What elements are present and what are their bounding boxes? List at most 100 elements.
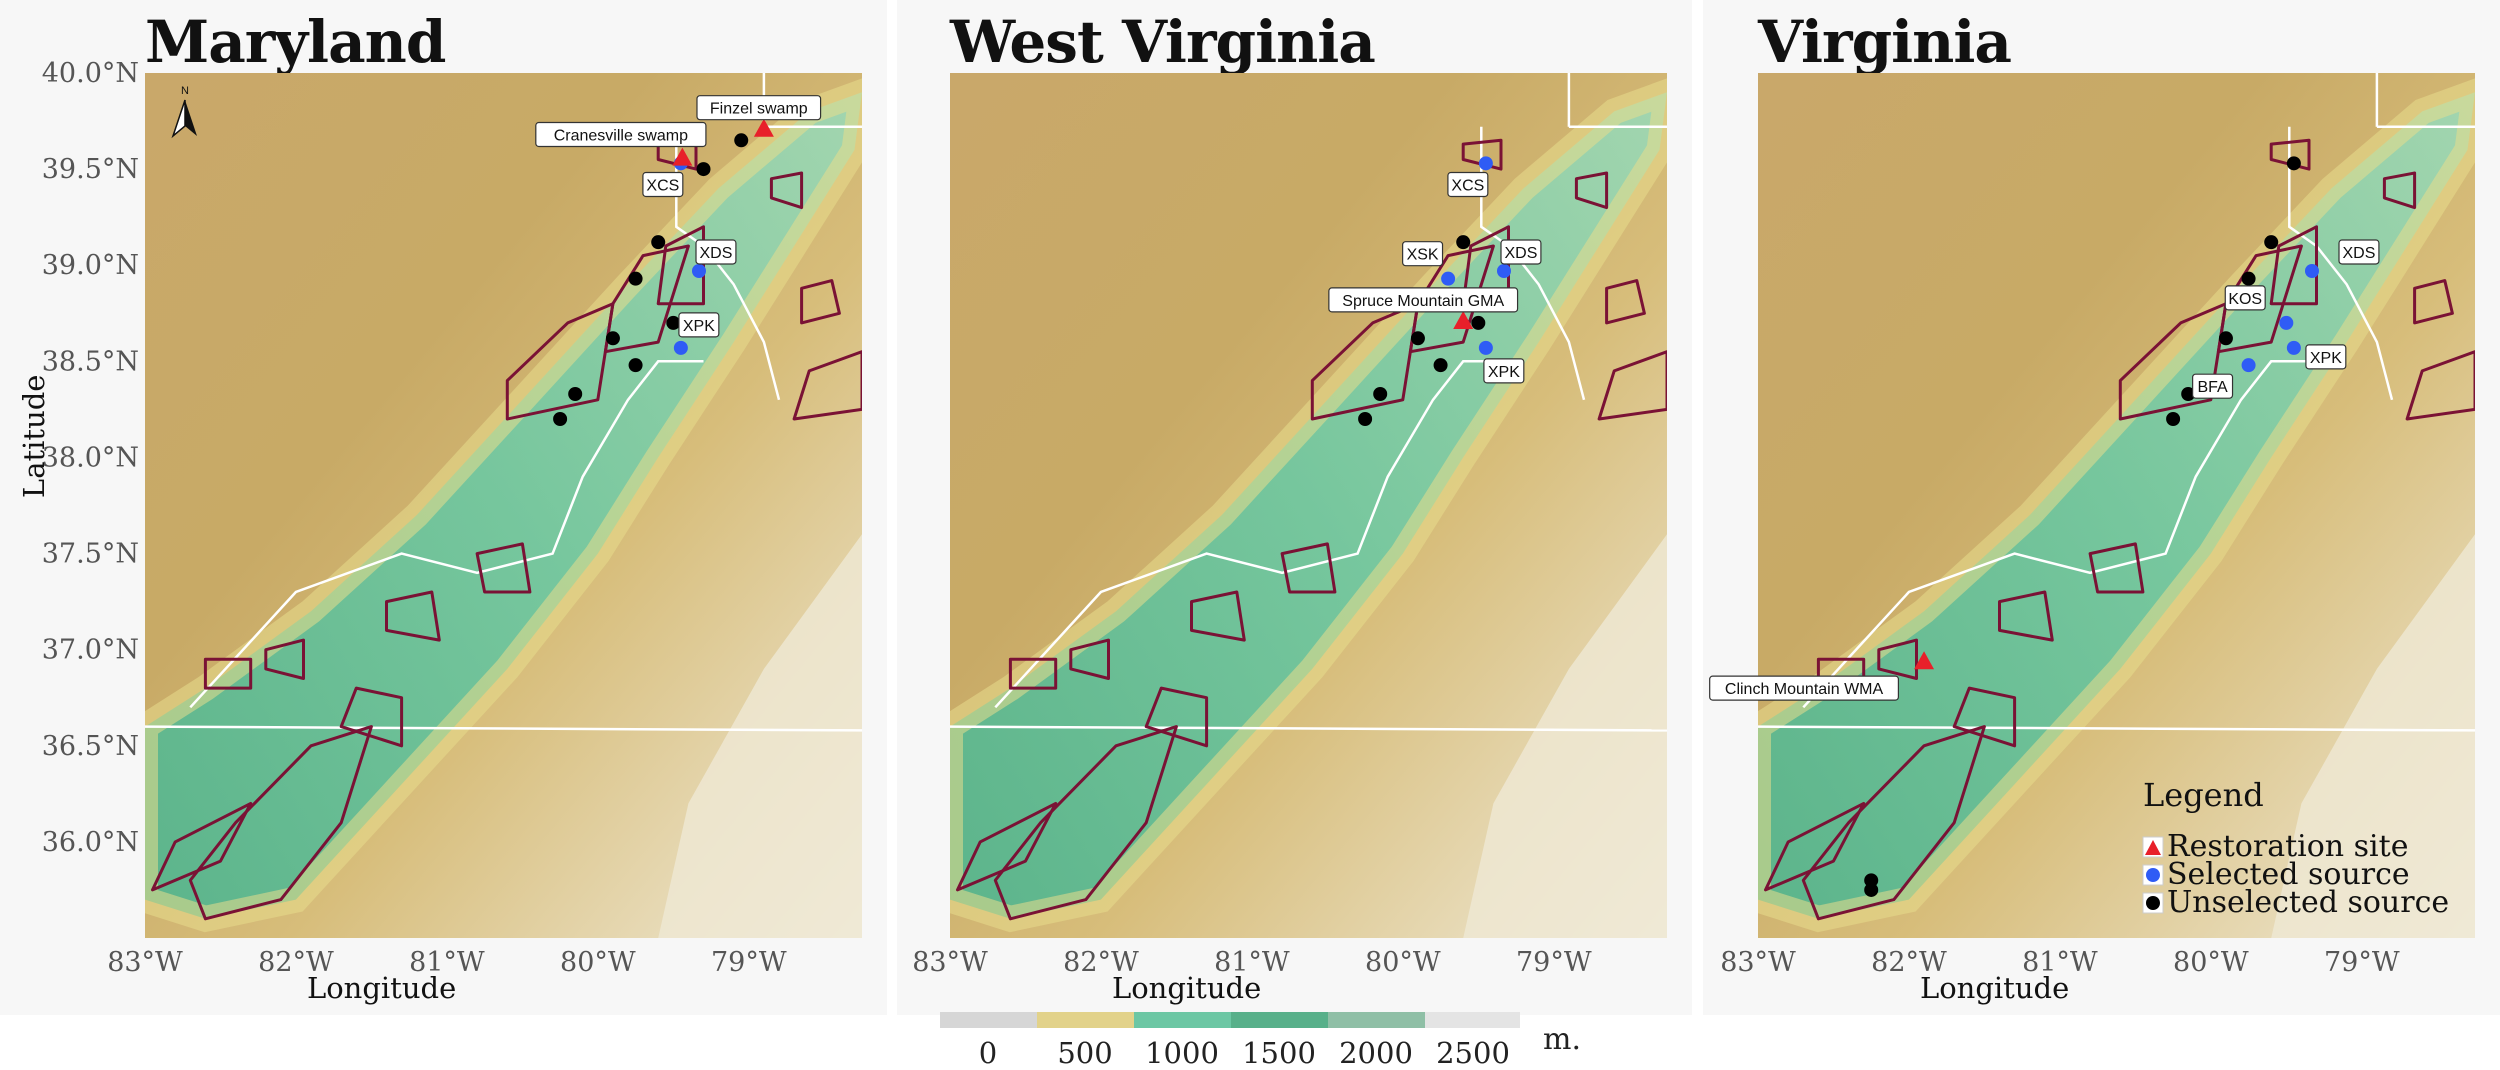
range-outline	[2413, 279, 2454, 325]
svg-text:XPK: XPK	[683, 318, 715, 335]
colorbar-segment	[940, 1012, 1037, 1028]
range-outline	[203, 657, 253, 690]
highland-area	[145, 92, 862, 919]
unselected-source-point	[734, 133, 749, 148]
restoration-site-marker	[1453, 310, 1474, 329]
x-tick-label: 79°W	[2324, 947, 2400, 978]
unselected-source-point	[605, 331, 620, 346]
colorbar-segment	[1328, 1012, 1425, 1028]
colorbar-tick-label: 2500	[1436, 1036, 1510, 1070]
legend-title: Legend	[2143, 776, 2264, 814]
range-outline	[1144, 686, 1209, 748]
range-outline	[1605, 279, 1646, 325]
restoration-site-marker	[1914, 651, 1935, 670]
range-outline	[1008, 657, 1058, 690]
selected-source-point	[691, 263, 706, 278]
range-outline	[1764, 801, 1866, 892]
range-outline	[339, 686, 404, 748]
range-outline	[151, 801, 253, 892]
range-outline	[1998, 590, 2054, 642]
unselected-source-point	[2264, 235, 2279, 250]
lowland-area	[2271, 534, 2475, 938]
range-outline	[1574, 171, 1609, 210]
svg-text:Finzel swamp: Finzel swamp	[710, 101, 808, 118]
selected-source-point	[673, 340, 688, 355]
piedmont-fringe	[950, 78, 1667, 933]
range-outline	[2088, 542, 2145, 594]
range-outline	[2269, 225, 2318, 306]
legend-unselected-marker	[2146, 896, 2160, 910]
site-label: XCS	[1447, 171, 1489, 198]
range-outline	[2118, 302, 2228, 421]
legend-selected-marker	[2146, 868, 2160, 882]
unselected-source-point	[2286, 156, 2301, 171]
range-outline	[1877, 638, 1918, 680]
state-border	[1480, 126, 1586, 401]
colorbar-tick-label: 1500	[1242, 1036, 1316, 1070]
unselected-source-point	[696, 162, 711, 177]
piedmont-fringe	[1758, 78, 2475, 933]
unselected-source-point	[628, 271, 643, 286]
unselected-source-point	[2241, 271, 2256, 286]
unselected-source-point	[1410, 331, 1425, 346]
svg-text:XDS: XDS	[1505, 245, 1538, 262]
unselected-source-point	[553, 412, 568, 426]
svg-text:XCS: XCS	[646, 178, 679, 195]
range-outline	[2405, 350, 2475, 421]
elevation-colorbar: 0 500 1000 1500 2000 2500	[940, 1012, 1520, 1070]
map-wv: XCS XSK XDS Spruce Mountain GMA XPK 83°W 82°W 8…	[912, 73, 1667, 1005]
restoration-site-marker	[672, 147, 693, 166]
lowland-area	[1463, 534, 1667, 938]
unselected-source-point	[1471, 315, 1486, 330]
unselected-source-point	[666, 315, 681, 330]
y-axis-label: Latitude	[17, 375, 51, 499]
colorbar-segment	[1037, 1012, 1134, 1028]
colorbar-unit: m.	[1543, 1022, 1581, 1057]
range-outline	[1280, 542, 1337, 594]
svg-text:XSK: XSK	[1407, 247, 1439, 264]
range-outline	[792, 350, 862, 421]
state-border	[1802, 360, 2317, 709]
site-label: Cranesville swamp	[535, 121, 707, 148]
range-outline	[2382, 171, 2417, 210]
svg-text:BFA: BFA	[2197, 379, 2228, 396]
legend-item-label: Unselected source	[2167, 885, 2449, 920]
y-tick-label: 37.5°N	[42, 539, 139, 570]
x-tick-label: 79°W	[1516, 947, 1592, 978]
unselected-source-point	[1864, 873, 1879, 888]
selected-source-point	[2304, 263, 2319, 278]
unselected-source-point	[2218, 331, 2233, 346]
y-tick-label: 39.0°N	[42, 250, 139, 281]
colorbar-tick-label: 1000	[1145, 1036, 1219, 1070]
range-outline	[800, 279, 841, 325]
svg-text:Clinch Mountain WMA: Clinch Mountain WMA	[1725, 681, 1884, 698]
site-label: XSK	[1402, 241, 1444, 267]
range-outline	[264, 638, 305, 680]
y-tick-label: 40.0°N	[42, 58, 139, 89]
svg-text:KOS: KOS	[2228, 291, 2262, 308]
colorbar-tick-label: 0	[978, 1036, 998, 1070]
site-label: XDS	[2338, 239, 2380, 265]
site-label: XPK	[2305, 344, 2347, 370]
colorbar-segment	[1425, 1012, 1520, 1028]
state-border	[145, 725, 862, 732]
site-label: XCS	[642, 171, 684, 198]
range-outline	[1597, 350, 1667, 421]
y-tick-label: 38.0°N	[42, 442, 139, 473]
colorbar-segment	[1134, 1012, 1231, 1028]
x-tick-label: 81°W	[2022, 947, 2098, 978]
svg-text:XDS: XDS	[2343, 245, 2376, 262]
piedmont-fringe	[145, 78, 862, 933]
panel-title-maryland: Maryland	[145, 8, 446, 76]
svg-text:XDS: XDS	[700, 245, 733, 262]
state-border	[675, 126, 781, 401]
map-md: Finzel swamp Cranesville swamp XCS XDS XPK 83…	[17, 58, 862, 1005]
unselected-source-point	[1864, 882, 1879, 897]
x-tick-label: 83°W	[1720, 947, 1796, 978]
colorbar-tick-label: 500	[1057, 1036, 1113, 1070]
colorbar-tick-label: 2000	[1339, 1036, 1413, 1070]
range-outline	[769, 171, 804, 210]
x-axis-label: Longitude	[307, 971, 456, 1005]
map-figure: Finzel swamp Cranesville swamp XCS XDS XPK 83…	[17, 58, 2475, 1005]
unselected-source-point	[628, 358, 643, 373]
